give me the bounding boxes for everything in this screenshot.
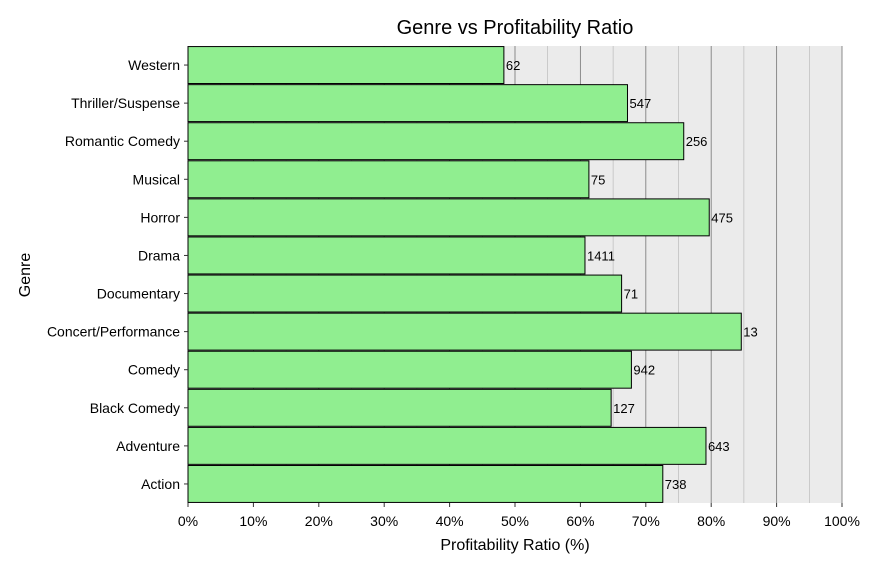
y-tick-label: Horror xyxy=(140,209,180,225)
y-tick-label: Musical xyxy=(133,171,180,187)
y-tick-label: Documentary xyxy=(97,286,180,302)
bar-adventure xyxy=(187,426,707,465)
x-tick-label: 50% xyxy=(501,513,529,529)
data-label: 256 xyxy=(686,134,708,149)
y-tick-label: Drama xyxy=(138,247,180,263)
bar-musical xyxy=(187,160,590,199)
data-label: 71 xyxy=(624,287,638,302)
y-tick-label: Romantic Comedy xyxy=(65,133,180,149)
bar-horror xyxy=(187,198,710,237)
data-label: 547 xyxy=(629,96,651,111)
bar-drama xyxy=(187,236,586,275)
data-label: 127 xyxy=(613,401,635,416)
data-label: 475 xyxy=(711,210,733,225)
bar-romantic-comedy xyxy=(187,122,685,161)
bar-documentary xyxy=(187,274,623,313)
y-tick-label: Western xyxy=(128,57,180,73)
data-label: 13 xyxy=(743,325,757,340)
x-tick-label: 90% xyxy=(763,513,791,529)
bar-black-comedy xyxy=(187,388,612,427)
x-tick-label: 80% xyxy=(697,513,725,529)
y-tick-label: Adventure xyxy=(116,438,180,454)
x-tick-label: 100% xyxy=(824,513,860,529)
x-tick-label: 60% xyxy=(566,513,594,529)
bar-action xyxy=(187,464,664,503)
y-tick-label: Action xyxy=(141,476,180,492)
y-axis-title: Genre xyxy=(17,253,34,298)
bar-thriller-suspense xyxy=(187,84,628,123)
chart-title: Genre vs Profitability Ratio xyxy=(397,17,634,39)
data-label: 62 xyxy=(506,58,520,73)
x-tick-label: 10% xyxy=(239,513,267,529)
y-tick-label: Black Comedy xyxy=(90,400,180,416)
plot-area: 62 Western 547 Thriller/Suspense 256 Romantic… xyxy=(47,46,860,529)
data-label: 643 xyxy=(708,439,730,454)
bar-concert-performance xyxy=(187,312,742,351)
data-label: 738 xyxy=(665,477,687,492)
data-label: 75 xyxy=(591,172,605,187)
y-tick-label: Comedy xyxy=(128,362,180,378)
data-label: 942 xyxy=(633,363,655,378)
x-tick-label: 70% xyxy=(632,513,660,529)
x-tick-label: 40% xyxy=(436,513,464,529)
y-tick-label: Concert/Performance xyxy=(47,324,180,340)
x-tick-label: 0% xyxy=(178,513,198,529)
bar-comedy xyxy=(187,350,632,389)
x-tick-label: 30% xyxy=(370,513,398,529)
bar-western xyxy=(187,46,505,85)
y-tick-label: Thriller/Suspense xyxy=(71,95,180,111)
data-label: 1411 xyxy=(587,248,615,263)
x-axis-title: Profitability Ratio (%) xyxy=(440,537,589,554)
x-tick-label: 20% xyxy=(305,513,333,529)
